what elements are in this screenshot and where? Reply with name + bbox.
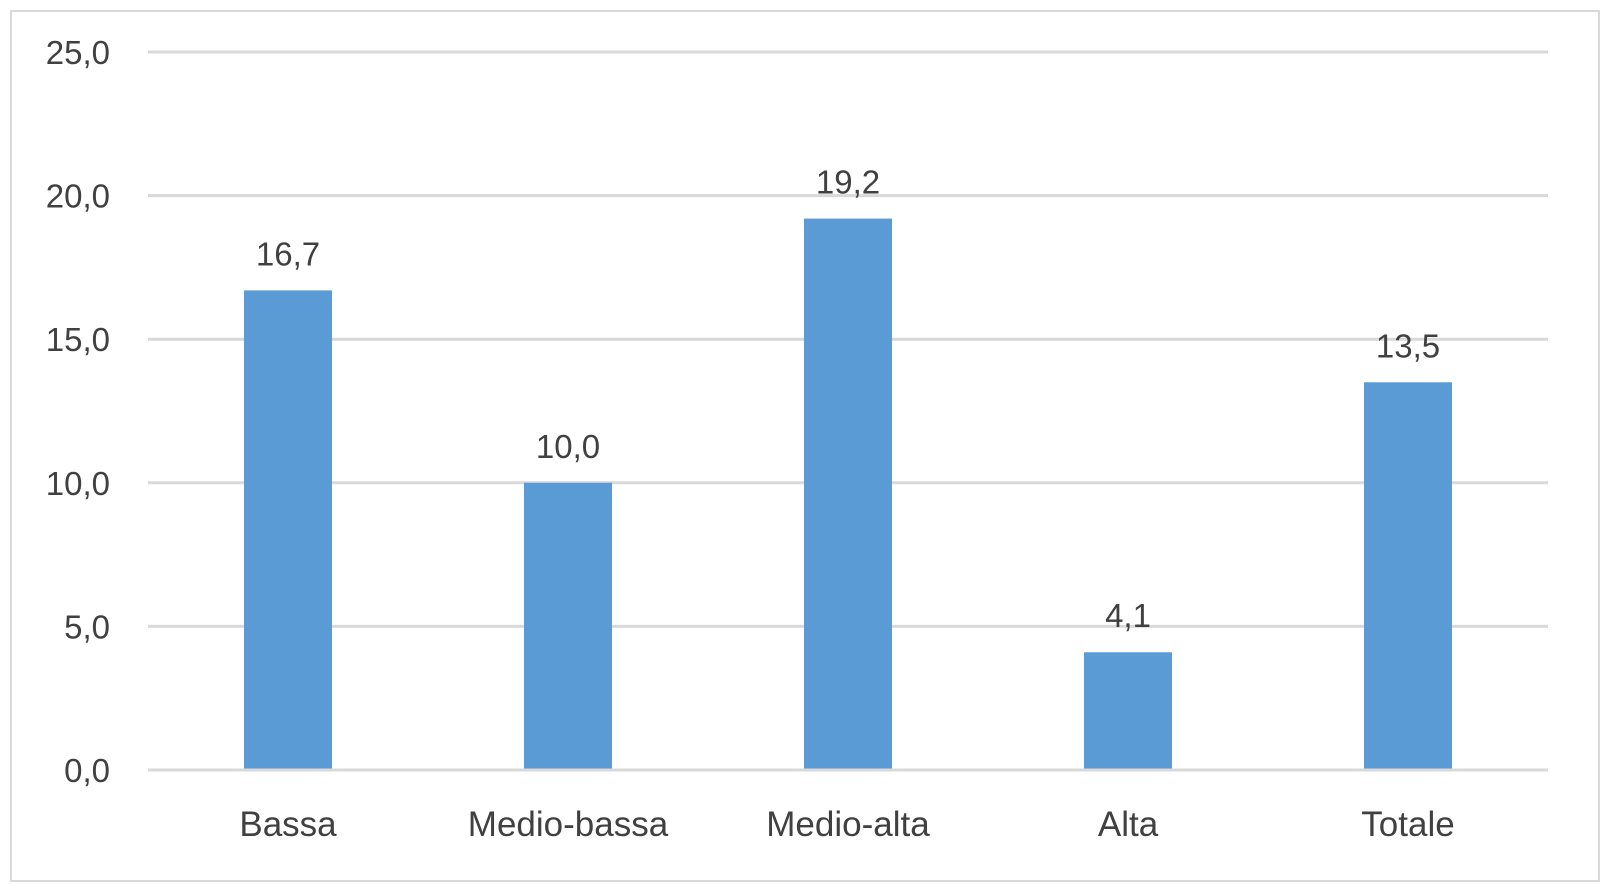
y-tick-label: 15,0 xyxy=(46,321,110,358)
x-tick-label: Bassa xyxy=(239,805,337,844)
y-tick-label: 5,0 xyxy=(64,608,110,645)
y-tick-label: 10,0 xyxy=(46,465,110,502)
x-tick-label: Totale xyxy=(1361,805,1454,844)
y-tick-label: 20,0 xyxy=(46,178,110,215)
y-tick-label: 0,0 xyxy=(64,752,110,789)
data-label: 4,1 xyxy=(1105,597,1151,634)
bar xyxy=(804,218,892,771)
y-axis-ticks: 0,0 5,0 10,0 15,0 20,0 25,0 xyxy=(46,34,110,789)
bar xyxy=(1364,382,1452,770)
x-tick-label: Medio-alta xyxy=(766,805,930,844)
bar xyxy=(524,482,612,770)
x-tick-label: Alta xyxy=(1098,805,1159,844)
bar xyxy=(244,290,332,770)
data-label: 19,2 xyxy=(816,164,880,201)
data-label: 16,7 xyxy=(256,235,320,272)
data-label: 13,5 xyxy=(1376,327,1440,364)
data-label: 10,0 xyxy=(536,428,600,465)
y-tick-label: 25,0 xyxy=(46,34,110,71)
bars xyxy=(148,218,1548,772)
x-axis-labels: Bassa Medio-bassa Medio-alta Alta Totale xyxy=(239,805,1454,844)
data-labels: 16,7 10,0 19,2 4,1 13,5 xyxy=(256,164,1440,635)
bar xyxy=(1084,652,1172,770)
x-tick-label: Medio-bassa xyxy=(468,805,669,844)
